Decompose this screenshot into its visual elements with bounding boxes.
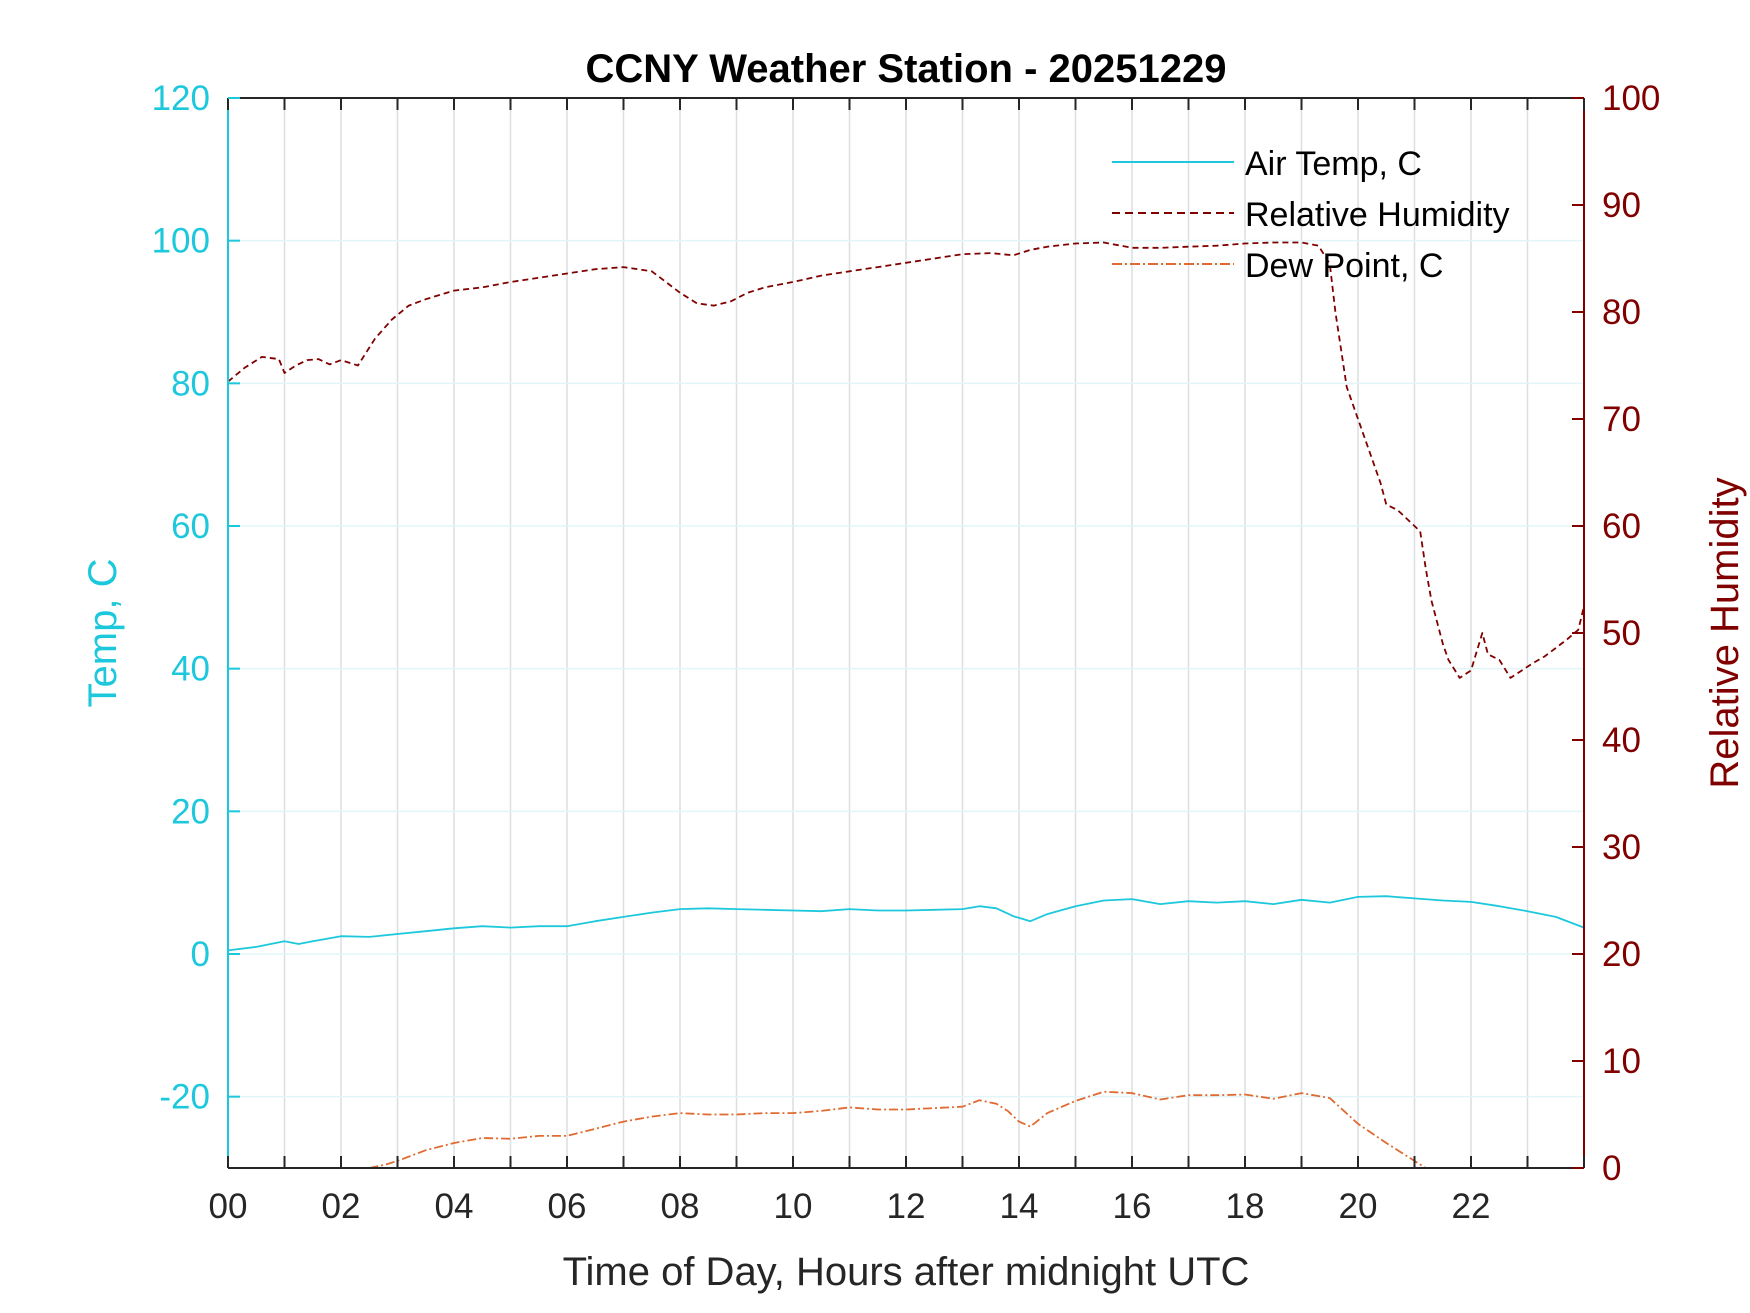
y-right-tick-label: 30 — [1602, 828, 1641, 867]
series-lines — [227, 241, 1585, 1169]
grid-lines — [228, 98, 1584, 1168]
series-line-dew-point-c — [369, 1090, 1427, 1169]
legend: Air Temp, C Relative Humidity Dew Point,… — [1112, 145, 1510, 285]
x-tick-label: 08 — [661, 1187, 700, 1226]
y-right-tick-label: 50 — [1602, 614, 1641, 653]
x-tick-label: 00 — [209, 1187, 248, 1226]
series-line-air-temp-c — [227, 895, 1585, 952]
y-right-tick-label: 40 — [1602, 721, 1641, 760]
legend-label-relative-humidity: Relative Humidity — [1245, 196, 1510, 234]
chart-title: CCNY Weather Station - 20251229 — [586, 47, 1227, 91]
y-right-tick-label: 100 — [1602, 79, 1660, 118]
y-axis-label-left: Temp, C — [81, 559, 125, 708]
x-tick-label: 10 — [774, 1187, 813, 1226]
y-left-tick-label: 60 — [171, 507, 210, 546]
y-left-tick-label: 120 — [152, 79, 210, 118]
y-right-tick-label: 90 — [1602, 186, 1641, 225]
y-left-tick-label: 0 — [191, 935, 210, 974]
y-right-tick-label: 20 — [1602, 935, 1641, 974]
y-axis-label-right: Relative Humidity — [1703, 477, 1747, 788]
x-tick-label: 06 — [548, 1187, 587, 1226]
x-tick-label: 20 — [1339, 1187, 1378, 1226]
x-tick-label: 04 — [435, 1187, 474, 1226]
x-tick-label: 02 — [322, 1187, 361, 1226]
legend-label-dew-point: Dew Point, C — [1245, 247, 1443, 285]
x-tick-label: 18 — [1226, 1187, 1265, 1226]
series-line-relative-humidity — [227, 241, 1585, 679]
y-right-tick-label: 10 — [1602, 1042, 1641, 1081]
y-left-tick-label: -20 — [159, 1078, 210, 1117]
x-axis-label: Time of Day, Hours after midnight UTC — [563, 1250, 1250, 1294]
y-left-tick-label: 40 — [171, 650, 210, 689]
y-right-tick-label: 60 — [1602, 507, 1641, 546]
legend-label-air-temp: Air Temp, C — [1245, 145, 1422, 183]
x-tick-label: 16 — [1113, 1187, 1152, 1226]
y-left-tick-label: 80 — [171, 364, 210, 403]
x-tick-label: 22 — [1452, 1187, 1491, 1226]
y-right-tick-label: 70 — [1602, 400, 1641, 439]
y-left-tick-label: 100 — [152, 222, 210, 261]
y-left-tick-label: 20 — [171, 792, 210, 831]
axes — [227, 97, 1585, 1169]
y-right-tick-label: 80 — [1602, 293, 1641, 332]
tick-labels: 00 02 04 06 08 10 12 14 16 18 20 22120100806040200-… — [152, 79, 1661, 1226]
x-tick-label: 14 — [1000, 1187, 1039, 1226]
x-tick-label: 12 — [887, 1187, 926, 1226]
y-right-tick-label: 0 — [1602, 1149, 1621, 1188]
